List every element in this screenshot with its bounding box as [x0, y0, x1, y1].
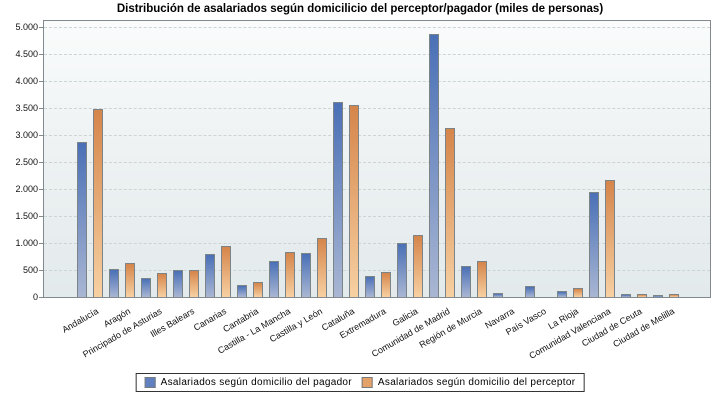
bar-perceptor	[189, 270, 199, 297]
bar-pagador	[301, 253, 311, 297]
y-tick-label: 3.000	[15, 130, 38, 140]
bar-perceptor	[285, 252, 295, 297]
bar-pagador	[589, 192, 599, 297]
grid-line	[44, 54, 710, 55]
y-tick-label: 4.500	[15, 49, 38, 59]
bar-perceptor	[573, 288, 583, 297]
bar-perceptor	[605, 180, 615, 297]
y-tick-mark	[39, 135, 43, 136]
y-tick-mark	[39, 27, 43, 28]
y-tick-mark	[39, 54, 43, 55]
bar-perceptor	[381, 272, 391, 297]
bar-pagador	[525, 286, 535, 297]
grid-line	[44, 27, 710, 28]
grid-line	[44, 243, 710, 244]
legend-label-pagador: Asalariados según domicilio del pagador	[160, 377, 352, 388]
y-tick-mark	[39, 108, 43, 109]
x-category-label: Andalucía	[60, 306, 100, 335]
bar-pagador	[333, 102, 343, 297]
grid-line	[44, 189, 710, 190]
y-tick-label: 2.500	[15, 157, 38, 167]
bar-pagador	[109, 269, 119, 297]
bar-pagador	[237, 285, 247, 297]
bar-pagador	[653, 295, 663, 297]
bar-perceptor	[637, 294, 647, 297]
y-tick-label: 1.500	[15, 211, 38, 221]
grid-line	[44, 270, 710, 271]
bar-perceptor	[157, 273, 167, 297]
legend-swatch-perceptor	[361, 377, 373, 388]
y-tick-label: 0	[32, 292, 38, 302]
y-tick-label: 1.000	[15, 238, 38, 248]
bar-pagador	[269, 261, 279, 297]
y-tick-label: 500	[22, 265, 38, 275]
bar-perceptor	[669, 294, 679, 297]
legend-item-pagador: Asalariados según domicilio del pagador	[144, 377, 352, 388]
bar-pagador	[621, 294, 631, 297]
bar-perceptor	[349, 105, 359, 297]
bar-pagador	[173, 270, 183, 297]
grid-line	[44, 162, 710, 163]
bar-perceptor	[477, 261, 487, 297]
bar-pagador	[365, 276, 375, 297]
bar-perceptor	[413, 235, 423, 297]
bar-pagador	[557, 291, 567, 297]
bar-pagador	[397, 243, 407, 297]
grid-line	[44, 216, 710, 217]
y-tick-mark	[39, 297, 43, 298]
y-tick-label: 2.000	[15, 184, 38, 194]
grid-line	[44, 135, 710, 136]
y-tick-label: 4.000	[15, 76, 38, 86]
y-tick-label: 3.500	[15, 103, 38, 113]
bar-perceptor	[445, 128, 455, 297]
bar-pagador	[461, 266, 471, 297]
bar-perceptor	[93, 109, 103, 297]
bar-pagador	[141, 278, 151, 297]
legend-label-perceptor: Asalariados según domicilio del percepto…	[377, 377, 576, 388]
legend-swatch-pagador	[144, 377, 156, 388]
y-tick-label: 5.000	[15, 22, 38, 32]
grid-line	[44, 81, 710, 82]
y-tick-mark	[39, 81, 43, 82]
bar-perceptor	[125, 263, 135, 297]
plot-area	[43, 20, 711, 298]
grid-line	[44, 108, 710, 109]
bar-pagador	[205, 254, 215, 297]
chart-title: Distribución de asalariados según domici…	[116, 3, 604, 15]
y-tick-mark	[39, 162, 43, 163]
bar-perceptor	[253, 282, 263, 297]
y-tick-mark	[39, 189, 43, 190]
y-tick-mark	[39, 270, 43, 271]
bar-perceptor	[221, 246, 231, 297]
y-tick-mark	[39, 243, 43, 244]
bar-pagador	[429, 34, 439, 297]
y-tick-mark	[39, 216, 43, 217]
bar-perceptor	[317, 238, 327, 297]
legend: Asalariados según domicilio del pagador …	[135, 373, 585, 392]
bar-pagador	[77, 142, 87, 297]
legend-item-perceptor: Asalariados según domicilio del percepto…	[361, 377, 576, 388]
bar-pagador	[493, 293, 503, 297]
